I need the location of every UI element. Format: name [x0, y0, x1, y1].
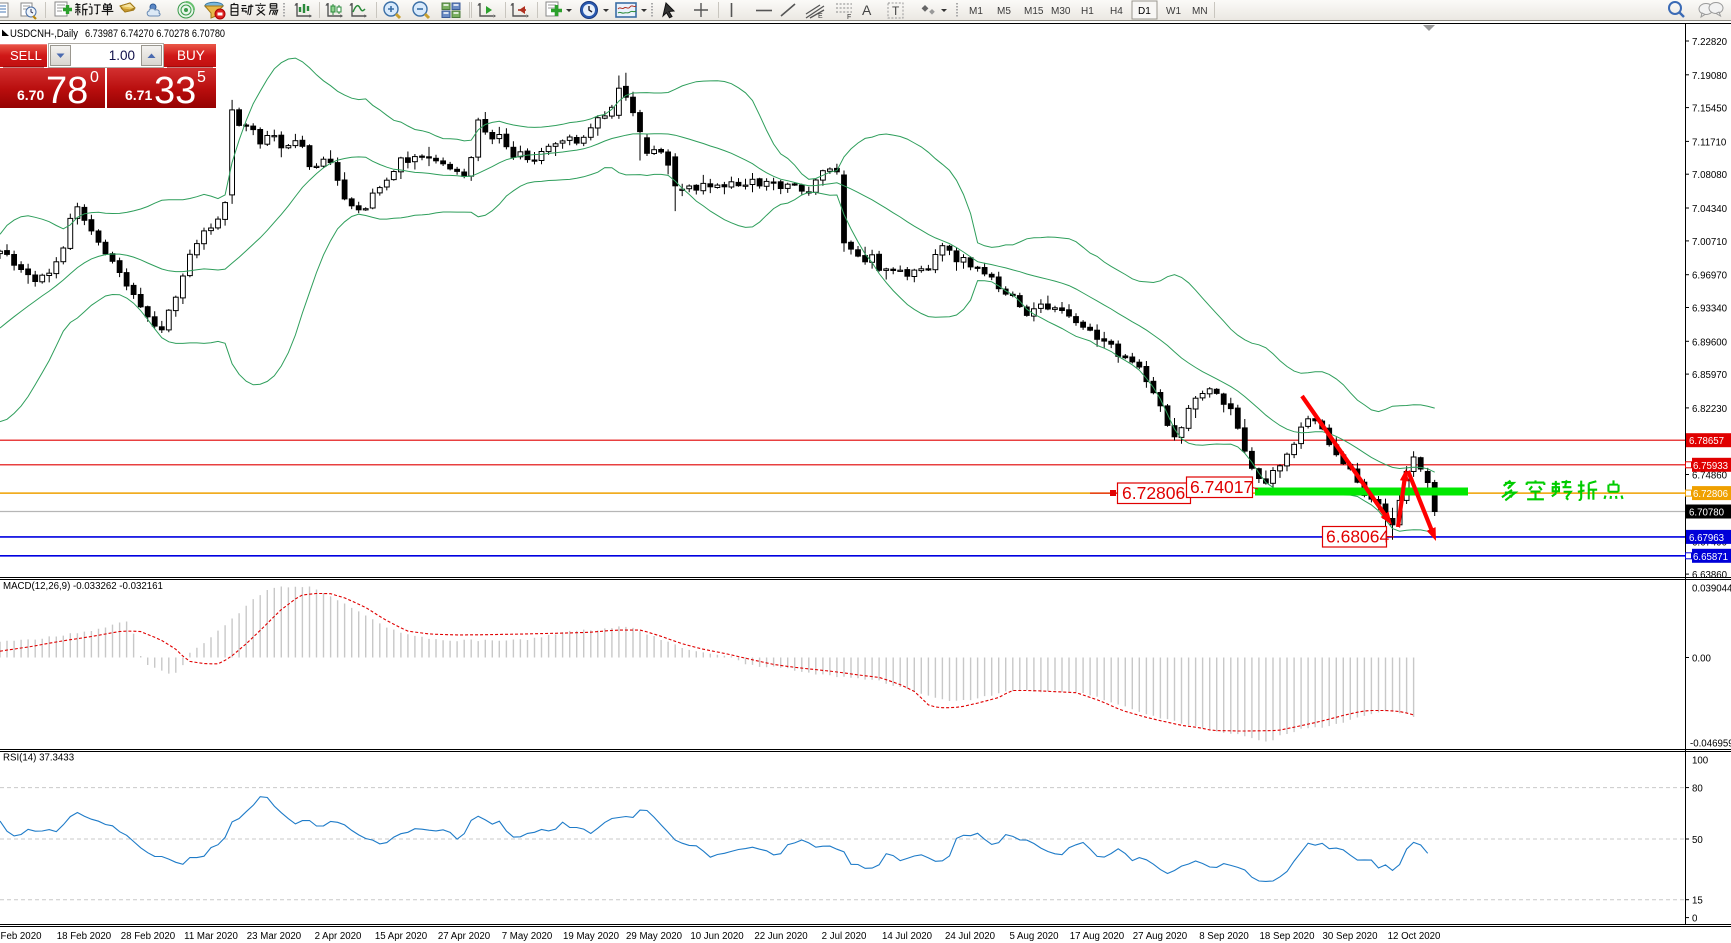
svg-text:24 Jul 2020: 24 Jul 2020	[945, 931, 996, 942]
svg-text:6.96970: 6.96970	[1692, 271, 1728, 282]
svg-text:T: T	[892, 4, 900, 18]
svg-text:M15: M15	[1024, 6, 1044, 17]
svg-text:W1: W1	[1166, 6, 1181, 17]
svg-text:6.75933: 6.75933	[1693, 461, 1728, 472]
svg-text:6.70780: 6.70780	[1689, 508, 1725, 519]
svg-text:D1: D1	[1138, 6, 1151, 17]
svg-text:17 Aug 2020: 17 Aug 2020	[1070, 931, 1125, 942]
svg-text:6.73987 6.74270 6.70278 6.7078: 6.73987 6.74270 6.70278 6.70780	[85, 28, 225, 40]
svg-text:80: 80	[1692, 784, 1703, 795]
svg-text:6.85970: 6.85970	[1692, 370, 1728, 381]
svg-text:MACD(12,26,9) -0.033262 -0.032: MACD(12,26,9) -0.033262 -0.032161	[3, 581, 163, 592]
svg-text:6.63860: 6.63860	[1692, 570, 1728, 581]
svg-text:6.82230: 6.82230	[1692, 404, 1728, 415]
svg-text:10 Jun 2020: 10 Jun 2020	[690, 931, 744, 942]
svg-text:7.04340: 7.04340	[1692, 204, 1728, 215]
svg-text:18 Feb 2020: 18 Feb 2020	[57, 931, 112, 942]
svg-text:0.00: 0.00	[1692, 654, 1711, 665]
svg-text:M5: M5	[997, 6, 1011, 17]
svg-text:27 Aug 2020: 27 Aug 2020	[1133, 931, 1188, 942]
svg-text:7 May 2020: 7 May 2020	[502, 931, 553, 942]
svg-text:19 May 2020: 19 May 2020	[563, 931, 620, 942]
svg-text:M1: M1	[969, 6, 983, 17]
svg-text:7.00710: 7.00710	[1692, 237, 1728, 248]
svg-text:6.74017: 6.74017	[1190, 477, 1253, 497]
svg-text:6.93340: 6.93340	[1692, 304, 1728, 315]
svg-text:7.08080: 7.08080	[1692, 170, 1728, 181]
svg-text:6.89600: 6.89600	[1692, 337, 1728, 348]
svg-text:14 Jul 2020: 14 Jul 2020	[882, 931, 933, 942]
svg-text:Feb 2020: Feb 2020	[1, 931, 43, 942]
svg-text:27 Apr 2020: 27 Apr 2020	[438, 931, 491, 942]
svg-text:6.70: 6.70	[17, 87, 44, 103]
svg-text:E: E	[818, 13, 823, 20]
svg-text:11 Mar 2020: 11 Mar 2020	[184, 931, 238, 942]
svg-text:7.11710: 7.11710	[1692, 137, 1727, 148]
svg-text:78: 78	[46, 70, 88, 112]
svg-text:MN: MN	[1192, 6, 1208, 17]
svg-text:29 May 2020: 29 May 2020	[626, 931, 683, 942]
svg-text:1.00: 1.00	[109, 48, 135, 63]
svg-text:6.78657: 6.78657	[1689, 436, 1724, 447]
svg-text:BUY: BUY	[177, 48, 205, 63]
svg-text:M30: M30	[1051, 6, 1071, 17]
svg-text:50: 50	[1692, 835, 1703, 846]
svg-text:2 Apr 2020: 2 Apr 2020	[315, 931, 362, 942]
svg-text:USDCNH-,Daily: USDCNH-,Daily	[10, 28, 78, 40]
svg-text:0: 0	[90, 69, 99, 86]
svg-text:22 Jun 2020: 22 Jun 2020	[754, 931, 808, 942]
svg-text:SELL: SELL	[10, 48, 42, 63]
svg-text:5: 5	[197, 69, 206, 86]
svg-text:7.15450: 7.15450	[1692, 104, 1728, 115]
svg-text:5 Aug 2020: 5 Aug 2020	[1009, 931, 1059, 942]
svg-text:6.74860: 6.74860	[1692, 471, 1728, 482]
svg-text:33: 33	[154, 70, 196, 112]
svg-text:6.71: 6.71	[125, 87, 152, 103]
svg-text:7.19080: 7.19080	[1692, 71, 1728, 82]
svg-text:A: A	[862, 2, 872, 18]
svg-text:15: 15	[1692, 896, 1703, 907]
svg-text:0: 0	[1692, 914, 1698, 925]
svg-text:F: F	[847, 14, 851, 21]
svg-text:2 Jul 2020: 2 Jul 2020	[822, 931, 867, 942]
svg-text:12 Oct 2020: 12 Oct 2020	[1388, 931, 1441, 942]
svg-text:-0.046959: -0.046959	[1690, 738, 1731, 749]
svg-text:6.67963: 6.67963	[1689, 533, 1724, 544]
svg-text:6.72806: 6.72806	[1122, 483, 1185, 503]
svg-text:28 Feb 2020: 28 Feb 2020	[121, 931, 176, 942]
svg-text:6.72806: 6.72806	[1693, 489, 1728, 500]
svg-text:H4: H4	[1110, 6, 1123, 17]
svg-text:7.22820: 7.22820	[1692, 37, 1728, 48]
svg-text:6.65871: 6.65871	[1693, 552, 1728, 563]
svg-text:23 Mar 2020: 23 Mar 2020	[247, 931, 302, 942]
svg-text:8 Sep 2020: 8 Sep 2020	[1199, 931, 1249, 942]
svg-text:15 Apr 2020: 15 Apr 2020	[375, 931, 428, 942]
svg-text:30 Sep 2020: 30 Sep 2020	[1323, 931, 1379, 942]
svg-text:H1: H1	[1081, 6, 1094, 17]
svg-text:0.039044: 0.039044	[1692, 583, 1731, 594]
svg-text:18 Sep 2020: 18 Sep 2020	[1260, 931, 1316, 942]
svg-text:RSI(14) 37.3433: RSI(14) 37.3433	[3, 753, 74, 764]
svg-text:100: 100	[1692, 755, 1709, 766]
svg-text:6.68064: 6.68064	[1326, 527, 1390, 547]
